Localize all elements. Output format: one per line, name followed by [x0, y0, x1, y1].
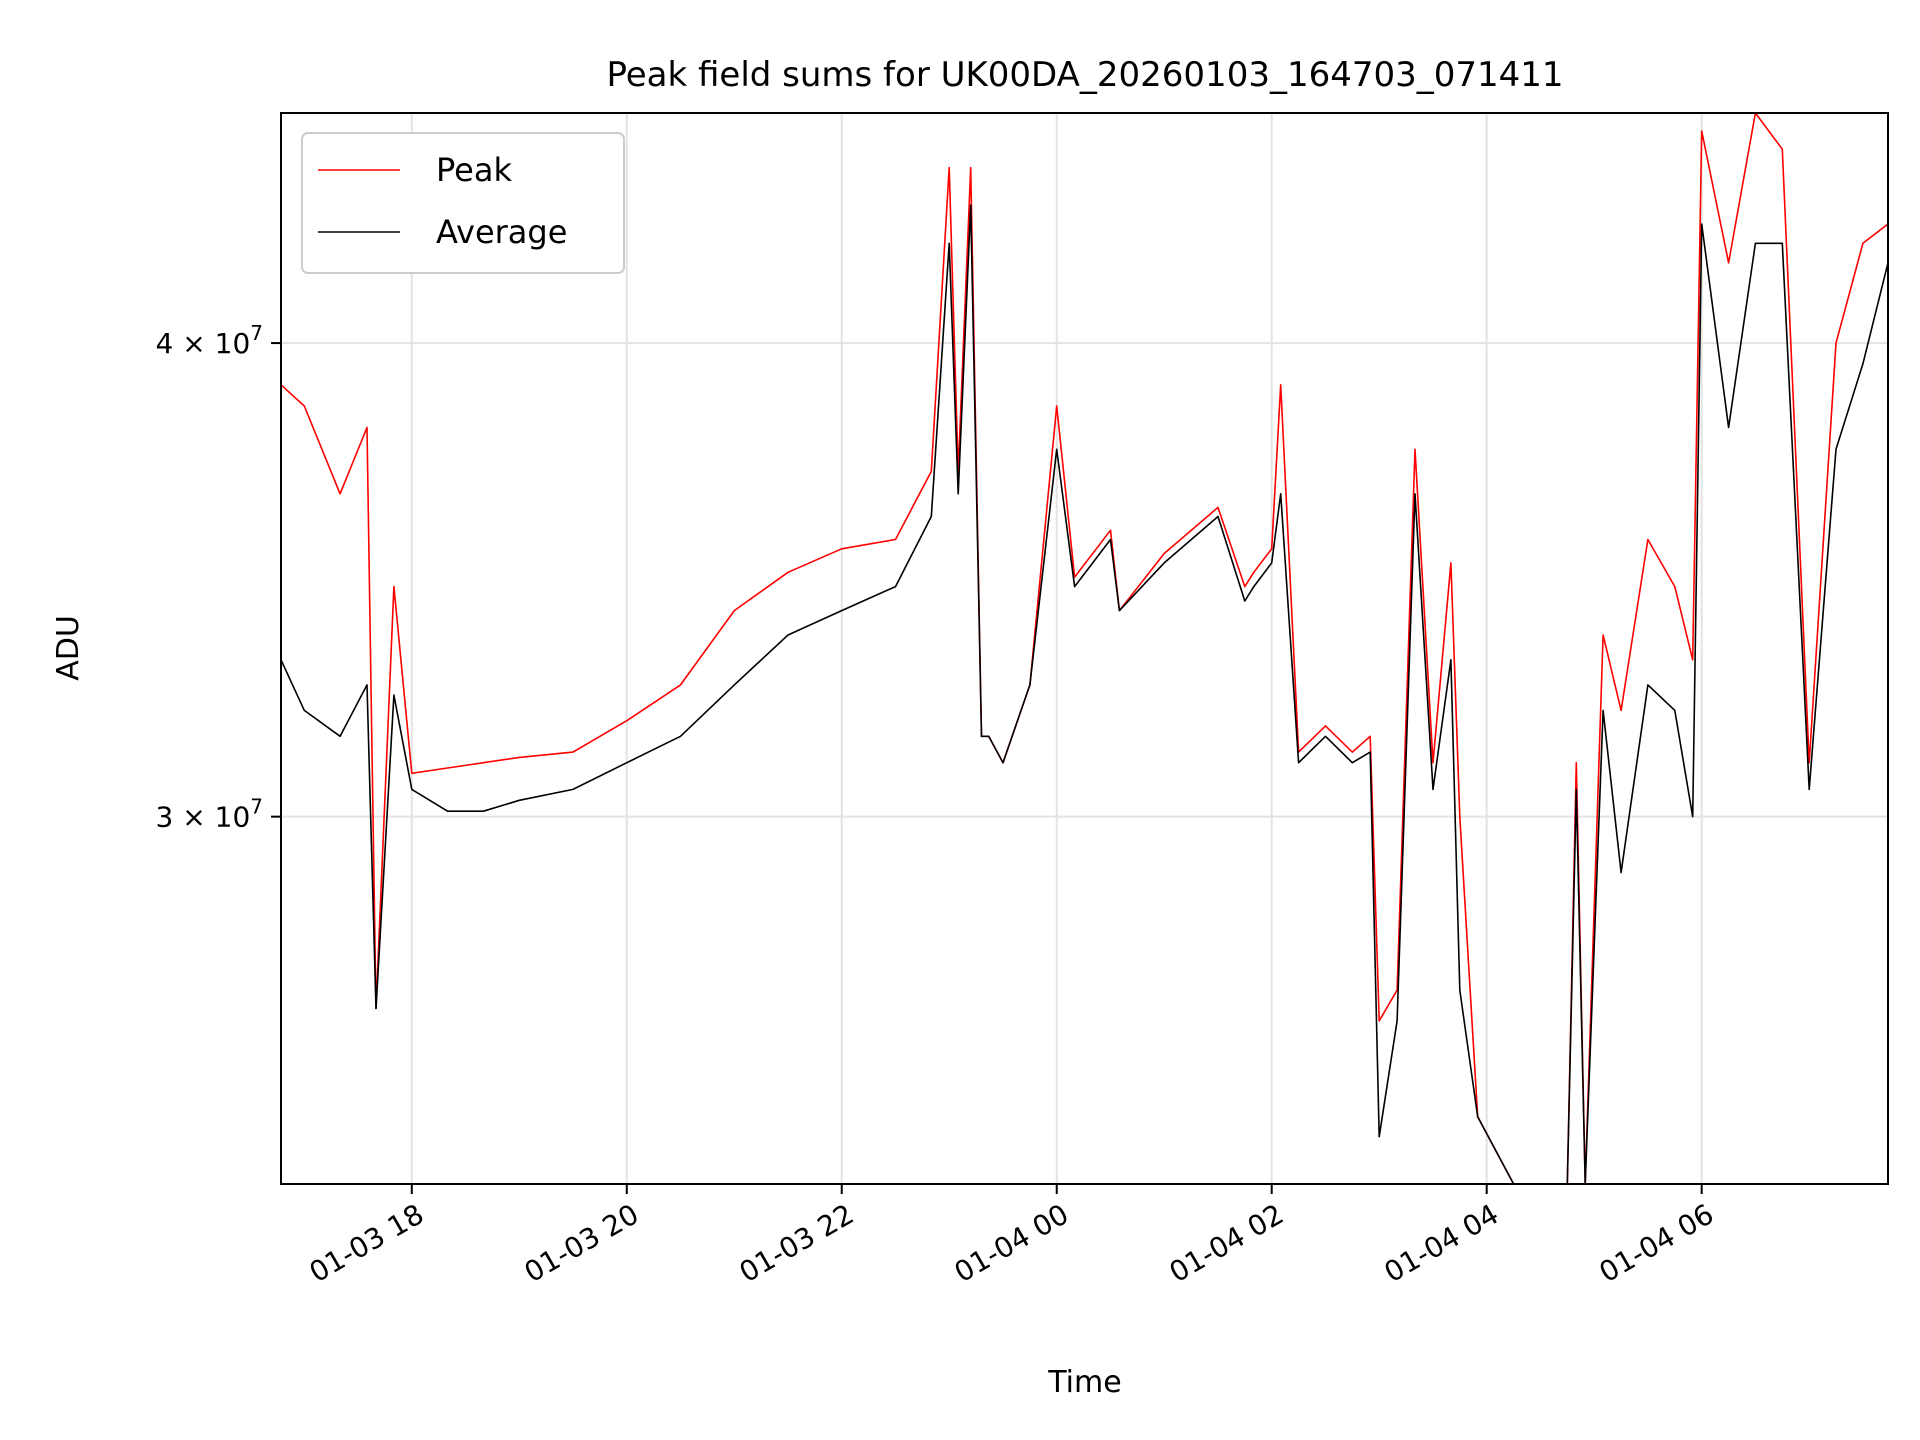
legend-label-peak: Peak: [436, 151, 512, 189]
plot-frame: [280, 112, 1889, 1185]
y-axis: 3 × 107 4 × 107: [156, 321, 281, 834]
x-axis-label: Time: [1047, 1365, 1121, 1400]
series-line-peak: [280, 112, 1889, 1185]
y-tick-label: 3 × 107: [156, 795, 263, 834]
chart-title: Peak field sums for UK00DA_20260103_1647…: [606, 55, 1563, 95]
legend: Peak Average: [301, 132, 625, 274]
plot-series: [280, 112, 1889, 1185]
series-line-average: [280, 204, 1889, 1185]
legend-box: [301, 132, 625, 274]
y-tick-label: 4 × 107: [156, 321, 263, 360]
y-axis-label: ADU: [51, 615, 86, 681]
gridlines: [281, 113, 1888, 1184]
legend-label-average: Average: [436, 213, 567, 251]
